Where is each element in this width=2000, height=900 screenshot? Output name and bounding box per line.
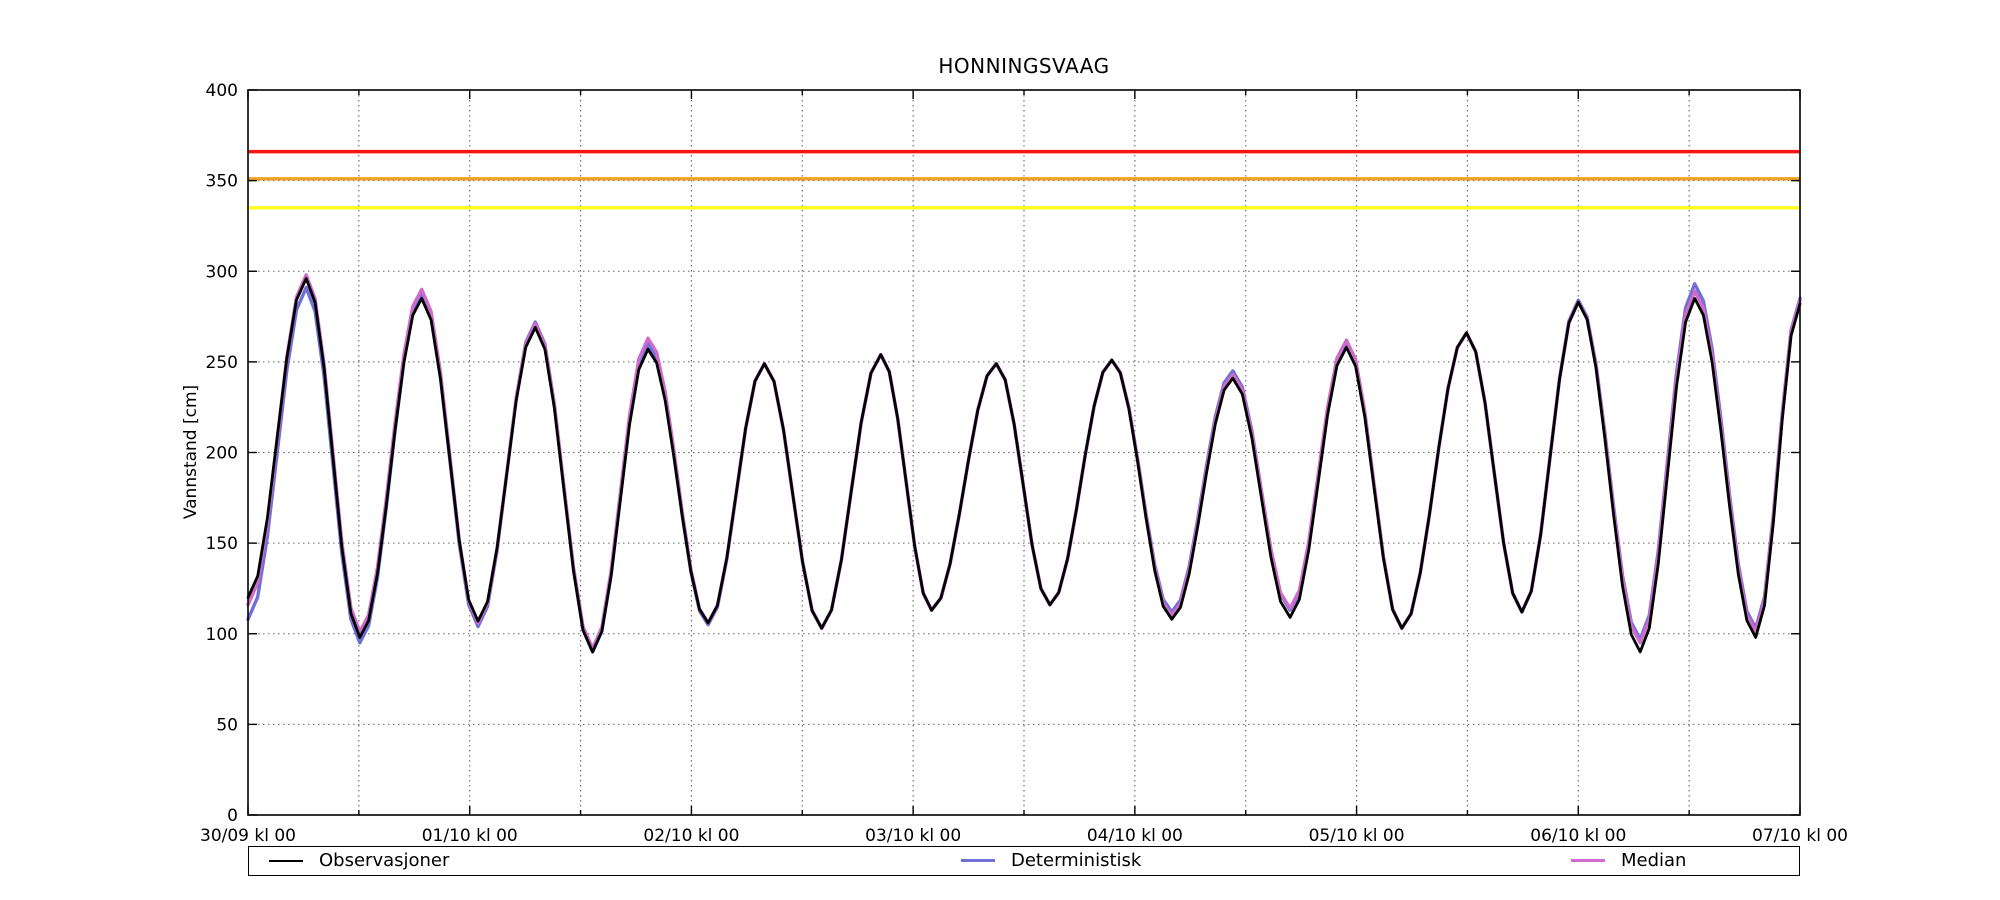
legend-label: Observasjoner (319, 850, 450, 871)
x-tick-label: 04/10 kl 00 (1087, 826, 1183, 846)
x-tick-label: 01/10 kl 00 (422, 826, 518, 846)
y-tick-label: 250 (206, 353, 238, 373)
legend-label: Deterministisk (1011, 850, 1142, 871)
y-tick-label: 150 (206, 534, 238, 554)
x-tick-label: 03/10 kl 00 (865, 826, 961, 846)
legend: Observasjoner Deterministisk Median (248, 846, 1800, 876)
observations-line (246, 277, 1802, 654)
x-tick-label: 07/10 kl 00 (1752, 826, 1848, 846)
y-tick-label: 0 (227, 806, 238, 826)
y-tick-label: 350 (206, 172, 238, 192)
y-tick-label: 100 (206, 625, 238, 645)
legend-line-sample (1571, 859, 1605, 862)
y-tick-label: 400 (206, 81, 238, 101)
y-tick-label: 50 (216, 715, 238, 735)
x-tick-label: 05/10 kl 00 (1309, 826, 1405, 846)
legend-label: Median (1621, 850, 1687, 871)
legend-line-sample (269, 859, 303, 862)
legend-item: Deterministisk (961, 847, 1141, 874)
y-tick-label: 300 (206, 262, 238, 282)
x-tick-label: 06/10 kl 00 (1530, 826, 1626, 846)
legend-item: Observasjoner (269, 847, 449, 874)
x-tick-label: 30/09 kl 00 (200, 826, 296, 846)
plot-title: HONNINGSVAAG (938, 54, 1110, 78)
legend-line-sample (961, 859, 995, 862)
x-tick-label: 02/10 kl 00 (643, 826, 739, 846)
y-tick-label: 200 (206, 444, 238, 464)
legend-item: Median (1571, 847, 1686, 874)
